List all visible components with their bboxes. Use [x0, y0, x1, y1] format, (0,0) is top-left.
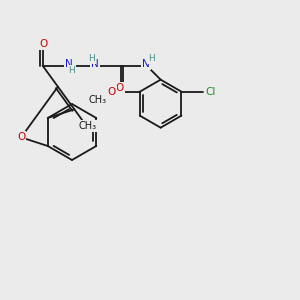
Text: N: N: [91, 59, 98, 69]
Text: O: O: [17, 132, 25, 142]
Text: H: H: [68, 66, 75, 75]
Text: O: O: [40, 39, 48, 49]
Text: Cl: Cl: [206, 87, 216, 97]
Text: H: H: [88, 54, 95, 63]
Text: CH₃: CH₃: [89, 95, 107, 105]
Text: CH₃: CH₃: [78, 121, 96, 131]
Text: O: O: [116, 83, 124, 93]
Text: H: H: [148, 54, 155, 63]
Text: O: O: [108, 87, 116, 97]
Text: N: N: [65, 59, 73, 69]
Text: N: N: [142, 59, 149, 69]
